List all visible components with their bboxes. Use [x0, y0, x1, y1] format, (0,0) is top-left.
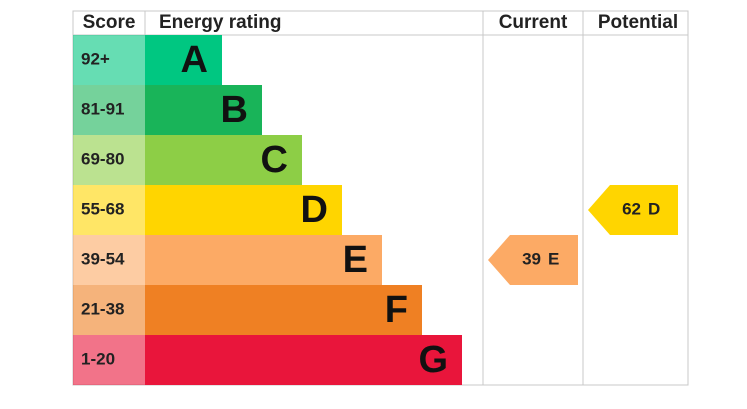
score-cell — [73, 185, 145, 235]
band-letter: F — [385, 289, 408, 331]
band-score: 69-80 — [81, 149, 124, 168]
band-letter: G — [418, 339, 448, 381]
band-score: 81-91 — [81, 99, 124, 118]
header-current: Current — [499, 12, 568, 33]
band-letter: D — [301, 189, 328, 231]
band-score: 21-38 — [81, 299, 124, 318]
band-bar — [145, 335, 462, 385]
potential-value: 62 — [622, 199, 641, 218]
band-score: 39-54 — [81, 249, 125, 268]
current-letter: E — [548, 249, 559, 268]
score-cell — [73, 335, 145, 385]
current-arrow — [488, 235, 578, 285]
band-letter: B — [221, 89, 248, 131]
potential-letter: D — [648, 199, 660, 218]
band-bar — [145, 285, 422, 335]
band-score: 1-20 — [81, 349, 115, 368]
band-bar — [145, 85, 262, 135]
band-letter: E — [343, 239, 368, 281]
score-cell — [73, 85, 145, 135]
potential-arrow — [588, 185, 678, 235]
score-cell — [73, 235, 145, 285]
score-cell — [73, 135, 145, 185]
band-bar — [145, 135, 302, 185]
band-letter: A — [181, 39, 208, 81]
header-score: Score — [83, 12, 136, 33]
score-cell — [73, 285, 145, 335]
header-potential: Potential — [598, 12, 678, 33]
header-rating: Energy rating — [159, 12, 281, 33]
band-score: 92+ — [81, 49, 110, 68]
band-letter: C — [261, 139, 288, 181]
score-cell — [73, 35, 145, 85]
band-score: 55-68 — [81, 199, 124, 218]
current-value: 39 — [522, 249, 541, 268]
band-bar — [145, 185, 342, 235]
band-bar — [145, 235, 382, 285]
band-bar — [145, 35, 222, 85]
